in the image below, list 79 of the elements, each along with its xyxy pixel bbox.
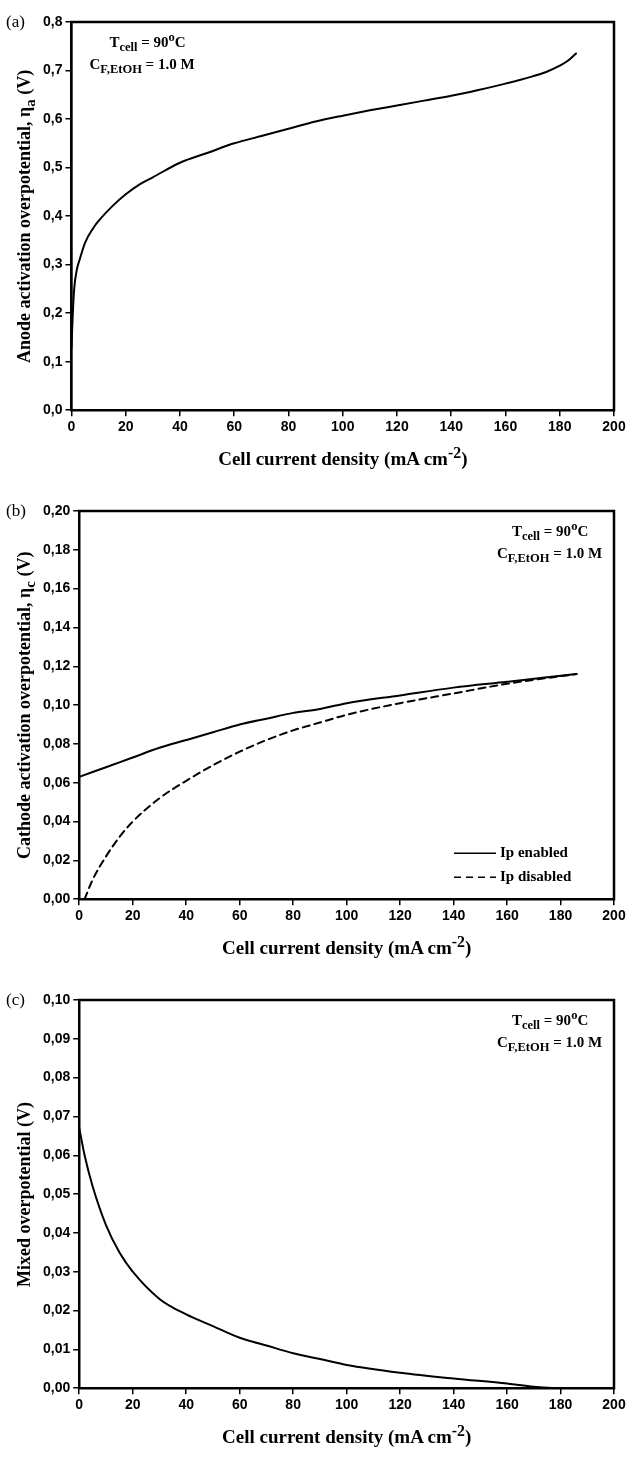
x-tick-label: 60: [226, 418, 243, 435]
x-tick-label: 120: [385, 418, 409, 435]
annotation: T$_{cell}$ = 90$^{o}$C: [512, 519, 589, 544]
annotation: T$_{cell}$ = 90$^{o}$C: [512, 1008, 589, 1033]
y-tick-label: 0,05: [43, 1184, 71, 1201]
text: (c): [6, 990, 25, 1010]
x-tick-label: 40: [178, 1396, 195, 1413]
x-tick-label: 80: [285, 1396, 302, 1413]
x-tick-label: 100: [334, 907, 359, 924]
y-tick-label: 0,00: [43, 890, 71, 907]
y-tick-label: 0,09: [43, 1029, 71, 1046]
y-tick-label: 0,7: [42, 61, 63, 78]
y-tick-label: 0,16: [43, 579, 71, 596]
x-tick-label: 0: [75, 907, 84, 924]
legend-label: Ip enabled: [500, 844, 569, 861]
y-tick-label: 0,08: [43, 734, 71, 751]
annotation: C$_{F,EtOH}$ = 1.0 M: [89, 56, 195, 77]
y-tick-label: 0,01: [43, 1340, 71, 1357]
x-tick-label: 40: [178, 907, 195, 924]
legend-label: Ip disabled: [500, 868, 572, 885]
x-tick-label: 120: [388, 1396, 412, 1413]
x-tick-label: 80: [285, 907, 302, 924]
x-tick-label: 200: [602, 418, 626, 435]
annotation: T$_{cell}$ = 90$^{o}$C: [109, 30, 186, 55]
x-tick-label: 140: [439, 418, 464, 435]
y-tick-label: 0,3: [42, 255, 63, 272]
x-tick-label: 120: [388, 907, 412, 924]
y-tick-label: 0,5: [42, 158, 63, 175]
y-tick-label: 0,00: [43, 1379, 71, 1396]
y-tick-label: 0,04: [43, 1223, 71, 1240]
y-tick-label: 0,12: [43, 657, 71, 674]
y-tick-label: 0,06: [43, 773, 71, 790]
x-tick-label: 100: [331, 418, 355, 435]
y-tick-label: 0,8: [42, 12, 63, 29]
y-tick-label: 0,14: [43, 618, 71, 635]
x-tick-label: 40: [172, 418, 188, 435]
y-tick-label: 0,02: [43, 1301, 71, 1318]
y-tick-label: 0,1: [42, 352, 63, 369]
text: (b): [6, 501, 26, 521]
y-axis-title: Mixed overpotential (V): [13, 1101, 35, 1287]
x-axis-title: Cell current density (mA cm$^{-2}$): [222, 933, 472, 960]
x-tick-label: 180: [548, 1396, 573, 1413]
y-tick-label: 0,10: [43, 990, 71, 1007]
x-tick-label: 160: [495, 907, 519, 924]
annotation: C$_{F,EtOH}$ = 1.0 M: [497, 1034, 603, 1055]
x-tick-label: 200: [602, 907, 626, 924]
x-axis-title: Cell current density (mA cm$^{-2}$): [222, 1422, 472, 1449]
x-tick-label: 20: [117, 418, 134, 435]
x-tick-label: 160: [493, 418, 518, 435]
x-tick-label: 20: [124, 907, 141, 924]
x-tick-label: 80: [280, 418, 297, 435]
y-tick-label: 0,4: [42, 206, 63, 223]
x-tick-label: 200: [602, 1396, 626, 1413]
x-tick-label: 60: [231, 1396, 248, 1413]
y-tick-label: 0,10: [43, 695, 71, 712]
x-tick-label: 0: [67, 418, 76, 435]
y-tick-label: 0,04: [43, 812, 71, 829]
y-tick-label: 0,02: [43, 851, 71, 868]
y-tick-label: 0,20: [43, 501, 71, 518]
y-tick-label: 0,07: [43, 1107, 71, 1124]
x-tick-label: 160: [495, 1396, 519, 1413]
x-tick-label: 180: [548, 418, 572, 435]
x-tick-label: 100: [334, 1396, 359, 1413]
x-tick-label: 140: [441, 1396, 466, 1413]
y-tick-label: 0,08: [43, 1068, 71, 1085]
text: (a): [6, 12, 25, 32]
annotation: C$_{F,EtOH}$ = 1.0 M: [497, 545, 603, 566]
x-tick-label: 0: [75, 1396, 84, 1413]
x-tick-label: 140: [441, 907, 466, 924]
y-tick-label: 0,0: [42, 401, 63, 418]
y-tick-label: 0,6: [42, 109, 63, 126]
x-tick-label: 180: [548, 907, 573, 924]
y-tick-label: 0,03: [43, 1262, 71, 1279]
y-tick-label: 0,06: [43, 1146, 71, 1163]
x-tick-label: 20: [124, 1396, 141, 1413]
x-tick-label: 60: [231, 907, 248, 924]
y-tick-label: 0,2: [42, 304, 63, 321]
y-tick-label: 0,18: [43, 540, 71, 557]
x-axis-title: Cell current density (mA cm$^{-2}$): [218, 444, 468, 471]
